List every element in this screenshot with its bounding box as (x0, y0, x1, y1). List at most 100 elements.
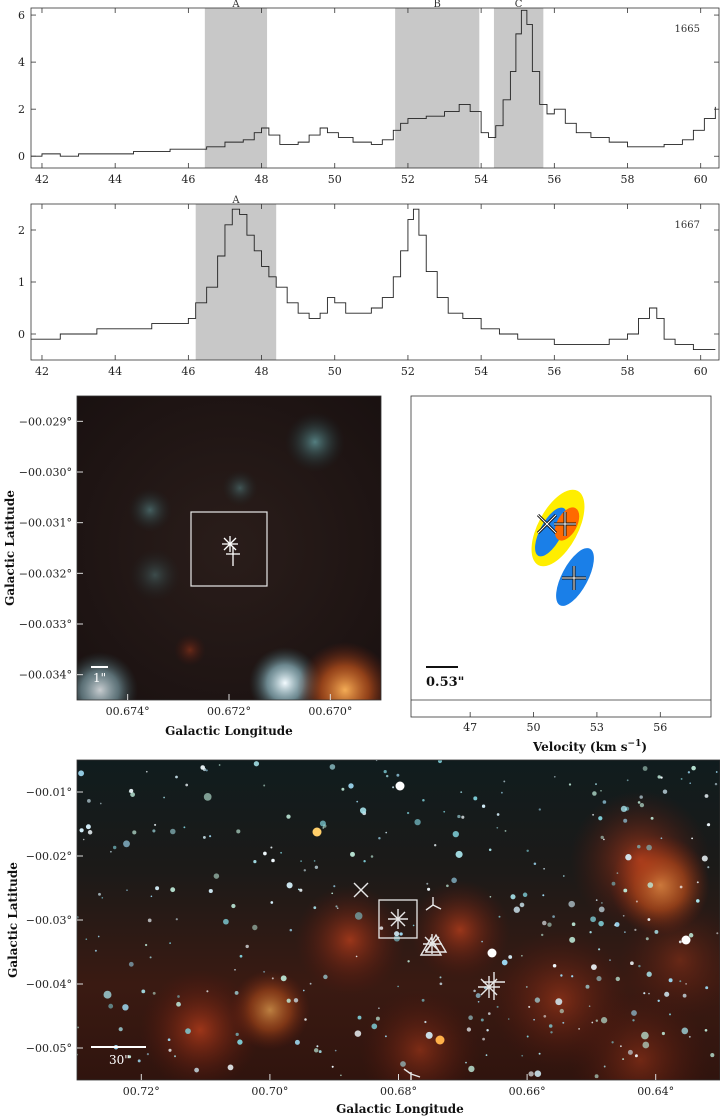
star (446, 884, 449, 888)
star (540, 933, 544, 937)
star (578, 1028, 580, 1030)
star (371, 1023, 378, 1030)
star (234, 968, 236, 971)
star (613, 924, 617, 927)
bright-star (395, 781, 405, 791)
star (466, 1027, 472, 1032)
band-label-A: A (231, 0, 240, 10)
x-tick-label: 42 (35, 365, 49, 378)
star (648, 992, 650, 995)
x-tick-label: 56 (547, 365, 561, 378)
star (263, 784, 266, 787)
star (487, 1012, 491, 1015)
velocity-band-A (204, 8, 268, 168)
star (568, 783, 572, 786)
star (715, 771, 718, 773)
star (534, 997, 541, 1003)
star (647, 918, 651, 921)
star (588, 1005, 591, 1008)
star (510, 894, 516, 900)
star (253, 761, 260, 767)
star (622, 914, 625, 917)
star (392, 786, 395, 789)
y-tick-label: 4 (18, 56, 25, 69)
star (309, 982, 312, 985)
star (169, 942, 171, 944)
star (597, 948, 601, 951)
wide-y-ticks: −00.01° −00.02° −00.03° −00.04° −00.05° (26, 786, 83, 1055)
star (316, 1045, 319, 1048)
x-tick-label: 60 (694, 365, 708, 378)
y-tick-label: −00.031° (19, 517, 72, 530)
wide-scalebar-label: 30" (109, 1053, 130, 1067)
star (101, 897, 104, 899)
star (600, 1017, 608, 1024)
star (227, 1064, 234, 1071)
x-tick-label: 48 (255, 173, 269, 186)
star (77, 1026, 79, 1029)
x-tick-label: 46 (181, 173, 195, 186)
star (664, 991, 670, 997)
star (704, 1028, 708, 1032)
star (270, 901, 274, 904)
star (235, 1032, 239, 1037)
y-tick-label: 0 (18, 328, 25, 341)
star (645, 937, 649, 941)
y-tick-label: 2 (18, 224, 25, 237)
star (304, 1018, 307, 1021)
star (595, 899, 598, 901)
star (513, 906, 520, 913)
star (526, 1035, 529, 1038)
y-tick-label: −00.029° (19, 415, 72, 428)
y-ticks-1665: 0 2 4 6 (18, 9, 719, 163)
velocity-scalebar-label: 0.53" (426, 675, 464, 690)
star (122, 1004, 129, 1011)
x-tick-label: 52 (401, 365, 415, 378)
star (130, 792, 135, 797)
x-tick-label: 46 (181, 365, 195, 378)
wide-image-panel: 30" 00.72° 00.70° 00.68° 00.66° 00.64° −00.0… (6, 759, 720, 1116)
star (155, 886, 160, 891)
star (223, 918, 229, 925)
star (168, 1048, 172, 1052)
star (687, 771, 691, 774)
star (79, 828, 84, 833)
star (323, 974, 328, 980)
star (185, 783, 189, 787)
star (710, 1053, 715, 1058)
star (496, 1005, 499, 1008)
x-tick-label: 00.672° (207, 705, 251, 718)
star (508, 955, 513, 959)
x-tick-label: 52 (401, 173, 415, 186)
x-tick-label: 50 (328, 365, 342, 378)
velocity-panel: 0.53" 47 50 53 56 Velocity (km s−1) (410, 395, 712, 754)
spectrum-1667-panel: A 42 44 46 48 50 52 54 56 58 60 0 1 2 1667 (18, 195, 720, 378)
star (331, 892, 334, 895)
star (485, 1054, 488, 1056)
star (375, 1016, 380, 1021)
y-ticks-1667: 0 1 2 (18, 224, 719, 341)
star (354, 912, 363, 920)
star (552, 915, 555, 918)
star (350, 851, 355, 857)
star (696, 899, 700, 903)
star (707, 823, 711, 827)
star (522, 892, 528, 898)
star (370, 855, 374, 858)
star (590, 916, 596, 923)
star (414, 818, 421, 826)
star (280, 975, 287, 982)
x-tick-label: 00.70° (251, 1085, 288, 1098)
star (547, 922, 552, 927)
star (600, 789, 602, 792)
x-tick-label: 58 (621, 365, 635, 378)
star (354, 1030, 362, 1037)
star (627, 1049, 633, 1055)
star (533, 862, 537, 866)
star (592, 791, 597, 796)
star (548, 1024, 553, 1028)
star (154, 823, 157, 826)
star (657, 775, 661, 779)
star (394, 931, 400, 937)
star (631, 1010, 637, 1016)
